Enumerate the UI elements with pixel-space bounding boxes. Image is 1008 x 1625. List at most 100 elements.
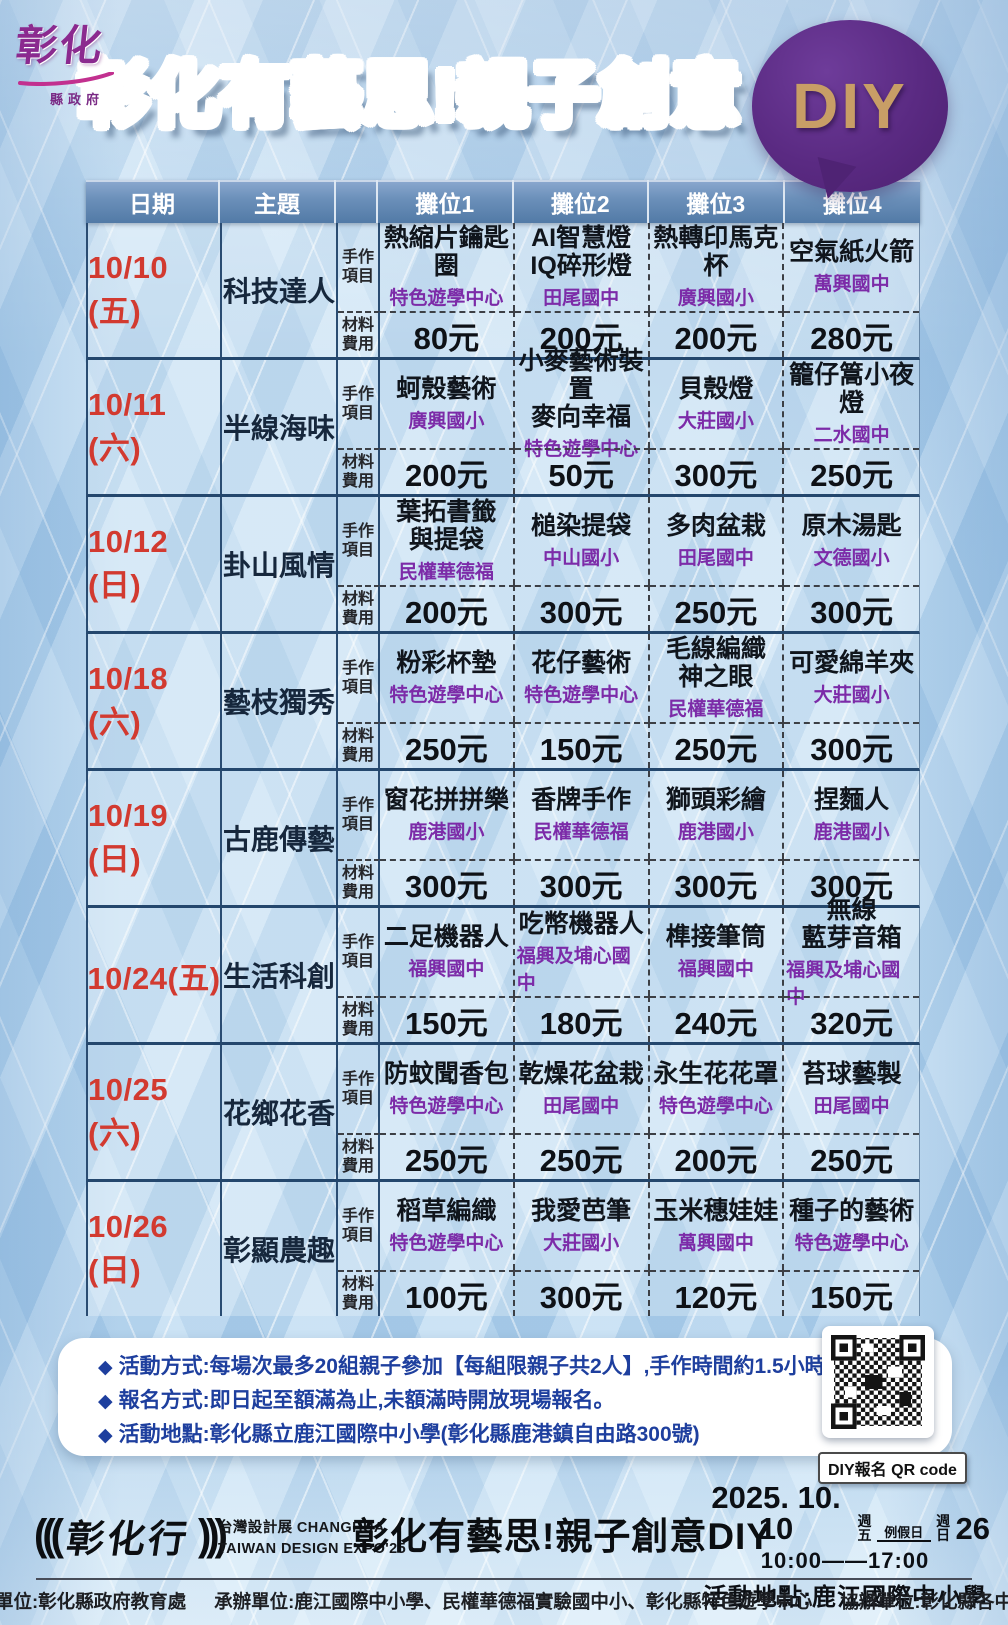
date-cell: 10/25 (六): [88, 1045, 222, 1179]
craft-name: 毛線編織 神之眼: [665, 635, 766, 691]
holiday-note: 例假日: [876, 1526, 931, 1544]
event-info-box: ◆ 活動方式:每場次最多20組親子參加【每組限親子共2人】,手作時間約1.5小時…: [58, 1338, 952, 1456]
booth3-fee-cell: 300元: [649, 859, 785, 905]
booth4-fee-cell: 300元: [784, 585, 919, 631]
qr-code-label: DIY報名 QR code: [818, 1452, 967, 1484]
theme-cell: 花鄉花香: [222, 1045, 338, 1179]
booth2-fee-cell: 300元: [514, 859, 650, 905]
expo-line2: TAIWAN DESIGN EXPO'25: [218, 1541, 407, 1558]
changhua-expo-brand-logo: ((( 彰化行 ))): [34, 1508, 228, 1563]
booth2-fee-cell: 150元: [514, 722, 650, 768]
item-row-label: 手作 項目: [338, 634, 380, 722]
craft-name: 香牌手作: [531, 786, 632, 814]
school-name: 文德國小: [813, 548, 890, 569]
booth1-fee-cell: 150元: [380, 996, 515, 1042]
school-name: 萬興國中: [677, 1233, 754, 1254]
info-line-location: ◆ 活動地點:彰化縣立鹿江國際中小學(彰化縣鹿港鎮自由路300號): [98, 1418, 952, 1452]
booth4-item-cell: 苔球藝製 田尾國中: [784, 1045, 919, 1133]
booth1-item-cell: 稻草編織 特色遊學中心: [380, 1182, 515, 1270]
item-row-label: 手作 項目: [338, 771, 380, 859]
booth2-item-cell: 槌染提袋 中山國小: [515, 497, 650, 585]
table-row: 10/26 (日) 彰顯農趣 手作 項目 稻草編織 特色遊學中心 我愛芭筆 大莊…: [86, 1182, 920, 1316]
craft-name: 永生花花罩: [653, 1060, 779, 1088]
diamond-bullet-icon: ◆: [98, 1425, 113, 1446]
info-text: 報名方式:即日起至額滿為止,未額滿時開放現場報名。: [118, 1389, 615, 1412]
booth4-item-cell: 原木湯匙 文德國小: [784, 497, 919, 585]
school-name: 福興國中: [677, 959, 754, 980]
booth3-fee-cell: 300元: [649, 448, 785, 494]
logo-text: 彰化: [13, 22, 107, 69]
booth3-item-cell: 熱轉印馬克杯 廣興國小: [650, 223, 785, 311]
column-header-date: 日期: [86, 180, 220, 223]
column-header-booth1: 攤位1: [378, 180, 514, 223]
craft-name: 貝殼燈: [678, 375, 754, 403]
fee-row-label: 材料 費用: [338, 1270, 380, 1316]
theme-cell: 藝枝獨秀: [222, 634, 338, 768]
craft-name: 槌染提袋: [531, 512, 632, 540]
booth3-item-cell: 多肉盆栽 田尾國中: [650, 497, 785, 585]
booth3-fee-cell: 240元: [649, 996, 785, 1042]
booth1-item-cell: 防蚊聞香包 特色遊學中心: [380, 1045, 515, 1133]
column-header-booth4: 攤位4: [822, 190, 882, 217]
school-name: 特色遊學中心: [389, 1233, 504, 1254]
table-body: 10/10 (五) 科技達人 手作 項目 熱縮片鑰匙圈 特色遊學中心 AI智慧燈…: [86, 223, 920, 1316]
craft-name: AI智慧燈 IQ碎形燈: [530, 224, 632, 280]
school-name: 特色遊學中心: [658, 1096, 773, 1117]
booth3-fee-cell: 120元: [649, 1270, 785, 1316]
table-row: 10/19 (日) 古鹿傳藝 手作 項目 窗花拼拼樂 鹿港國小 香牌手作 民權華…: [86, 771, 920, 908]
school-name: 民權華德福: [668, 699, 764, 720]
logo-swoosh-icon: [18, 71, 114, 86]
school-name: 大莊國小: [813, 685, 890, 706]
craft-name: 獅頭彩繪: [665, 786, 766, 814]
page-title: 彰化有藝思!親子創意: [50, 50, 770, 141]
booth3-fee-cell: 200元: [649, 1133, 785, 1179]
booth4-fee-cell: 250元: [784, 1133, 919, 1179]
fee-row-label: 材料 費用: [338, 448, 380, 494]
craft-name: 熱縮片鑰匙圈: [383, 224, 509, 280]
item-row-label: 手作 項目: [338, 223, 380, 311]
booth2-fee-cell: 50元: [514, 448, 650, 494]
school-name: 特色遊學中心: [389, 1096, 504, 1117]
brand-name: 彰化行: [63, 1519, 193, 1561]
info-line-method: ◆ 活動方式:每場次最多20組親子參加【每組限親子共2人】,手作時間約1.5小時…: [98, 1350, 952, 1384]
school-name: 大莊國小: [543, 1233, 620, 1254]
booth2-fee-cell: 200元: [514, 311, 650, 357]
booth1-item-cell: 窗花拼拼樂 鹿港國小: [380, 771, 515, 859]
fee-row-label: 材料 費用: [338, 311, 380, 357]
booth3-item-cell: 榫接筆筒 福興國中: [650, 908, 785, 996]
column-header-booth2: 攤位2: [514, 180, 649, 223]
school-name: 中山國小: [543, 548, 620, 569]
booth1-fee-cell: 200元: [380, 585, 515, 631]
column-header-booth3: 攤位3: [649, 180, 785, 223]
theme-cell: 古鹿傳藝: [222, 771, 338, 905]
craft-name: 熱轉印馬克杯: [653, 224, 779, 280]
fee-row-label: 材料 費用: [338, 996, 380, 1042]
school-name: 特色遊學中心: [794, 1233, 909, 1254]
booth1-fee-cell: 200元: [380, 448, 515, 494]
booth1-item-cell: 蚵殼藝術 廣興國小: [380, 360, 515, 448]
school-name: 福興及埔心國中: [516, 945, 631, 994]
booth1-fee-cell: 80元: [380, 311, 515, 357]
booth3-item-cell: 永生花花罩 特色遊學中心: [650, 1045, 785, 1133]
craft-name: 乾燥花盆栽: [518, 1060, 644, 1088]
end-date: 26: [955, 1511, 990, 1546]
craft-name: 玉米穗娃娃: [653, 1197, 779, 1225]
changhua-county-gov-logo: 彰化 縣政府: [13, 12, 156, 108]
table-row: 10/12 (日) 卦山風情 手作 項目 葉拓書籤 與提袋 民權華德福 槌染提袋…: [86, 497, 920, 634]
co-organizer: 協辦單位:彰化縣各中小學: [840, 1591, 1008, 1612]
booth4-item-cell: 捏麵人 鹿港國小: [784, 771, 919, 859]
start-date: 2025. 10. 10: [711, 1480, 841, 1546]
booth1-fee-cell: 300元: [380, 859, 515, 905]
organizers-bar: 主辦單位:彰化縣政府教育處 承辦單位:鹿江國際中小學、民權華德福實驗國中小、彰化…: [0, 1588, 1008, 1614]
booth4-fee-cell: 150元: [784, 1270, 919, 1316]
booth2-fee-cell: 250元: [514, 1133, 650, 1179]
craft-name: 無線 藍芽音箱: [801, 895, 902, 952]
booth4-fee-cell: 300元: [784, 859, 919, 905]
item-row-label: 手作 項目: [338, 1045, 380, 1133]
table-row: 10/25 (六) 花鄉花香 手作 項目 防蚊聞香包 特色遊學中心 乾燥花盆栽 …: [86, 1045, 920, 1182]
booth1-item-cell: 二足機器人 福興國中: [380, 908, 515, 996]
craft-name: 粉彩杯墊: [396, 649, 497, 677]
booth1-fee-cell: 100元: [380, 1270, 515, 1316]
booth3-fee-cell: 200元: [649, 311, 785, 357]
craft-name: 防蚊聞香包: [383, 1060, 509, 1088]
